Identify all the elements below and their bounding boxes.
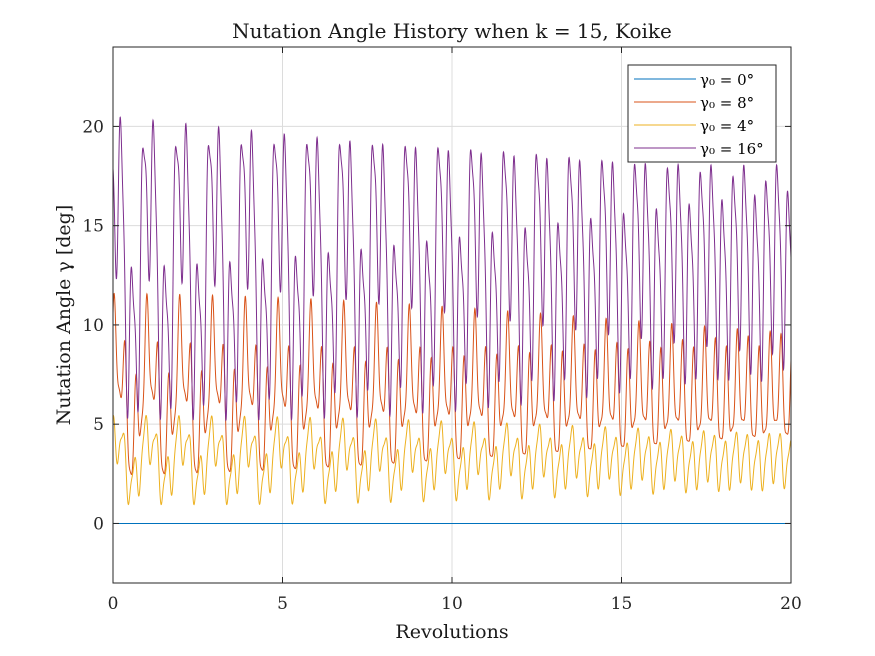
x-tick-label: 10 <box>441 594 463 614</box>
series-group <box>112 116 792 524</box>
y-tick-label: 0 <box>93 514 104 534</box>
series-line <box>112 414 792 506</box>
series-line <box>112 116 792 422</box>
legend-label: γ₀ = 8° <box>700 94 754 112</box>
y-tick-label: 20 <box>82 117 104 137</box>
y-tick-label: 5 <box>93 415 104 435</box>
series-line <box>112 292 792 476</box>
chart-title: Nutation Angle History when k = 15, Koik… <box>232 19 672 43</box>
y-axis-label: Nutation Angle γ [deg] <box>53 205 75 426</box>
legend: γ₀ = 0° γ₀ = 8° γ₀ = 4° γ₀ = 16° <box>627 64 777 163</box>
x-tick-label: 0 <box>108 594 119 614</box>
legend-label: γ₀ = 16° <box>700 140 764 158</box>
legend-label: γ₀ = 0° <box>700 71 754 89</box>
x-axis-label: Revolutions <box>395 621 508 643</box>
legend-box <box>627 64 777 163</box>
x-tick-label: 20 <box>780 594 802 614</box>
ticks: 0 5 10 15 20 0 5 10 15 20 <box>82 47 802 614</box>
x-tick-label: 15 <box>611 594 633 614</box>
y-tick-label: 15 <box>82 217 104 237</box>
x-tick-label: 5 <box>277 594 288 614</box>
legend-label: γ₀ = 4° <box>700 117 754 135</box>
y-tick-label: 10 <box>82 316 104 336</box>
